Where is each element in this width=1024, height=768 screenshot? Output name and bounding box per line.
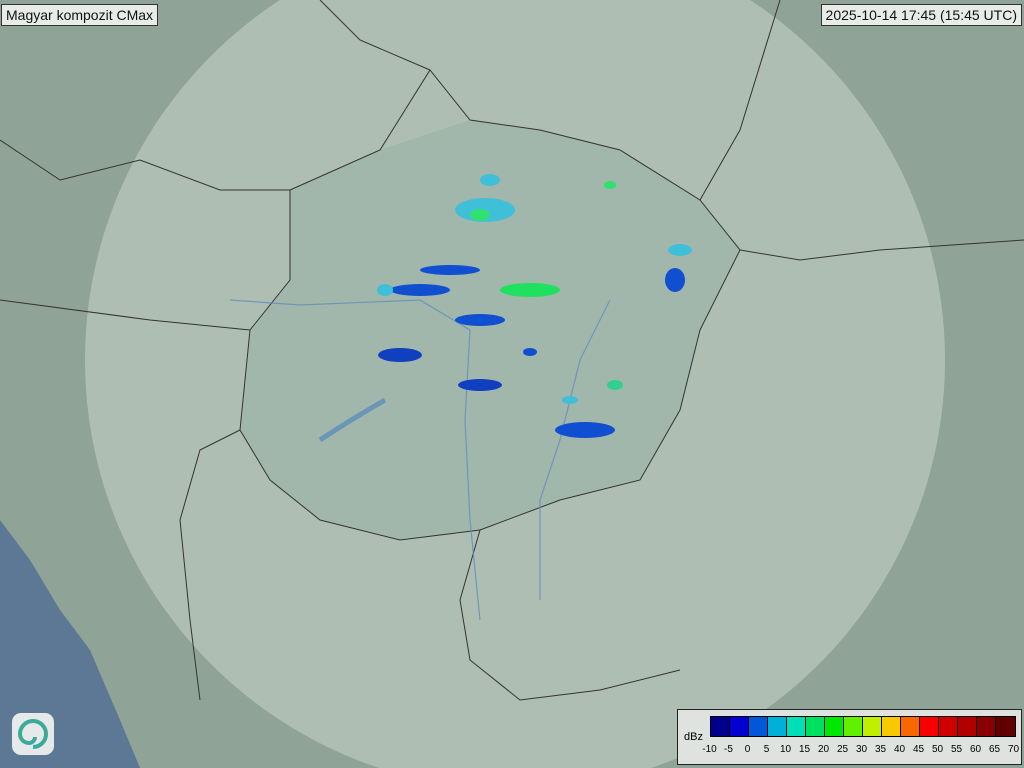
legend-swatch xyxy=(749,717,768,736)
legend-tick: 60 xyxy=(969,744,982,755)
radar-echo xyxy=(555,422,615,438)
radar-echo xyxy=(377,284,393,296)
legend-tick: 35 xyxy=(874,744,887,755)
legend-tick: 0 xyxy=(744,744,751,755)
radar-echo xyxy=(378,348,422,362)
legend-swatch xyxy=(844,717,863,736)
radar-echo xyxy=(500,283,560,297)
legend-tick: 45 xyxy=(912,744,925,755)
legend-color-bar xyxy=(710,716,1016,737)
radar-echo xyxy=(665,268,685,292)
radar-echo xyxy=(390,284,450,296)
legend-swatch xyxy=(920,717,939,736)
legend-tick: 30 xyxy=(855,744,868,755)
legend-tick: 10 xyxy=(779,744,792,755)
legend-tick: 15 xyxy=(798,744,811,755)
rivers xyxy=(229,299,611,621)
radar-echo xyxy=(480,174,500,186)
radar-echo xyxy=(458,379,502,391)
radar-echo xyxy=(562,396,578,404)
legend-tick: 50 xyxy=(931,744,944,755)
legend-swatch xyxy=(787,717,806,736)
legend-tick: -5 xyxy=(724,744,733,755)
legend-tick: 65 xyxy=(988,744,1001,755)
radar-echo xyxy=(668,244,692,256)
radar-echoes xyxy=(377,174,692,438)
legend-tick: 20 xyxy=(817,744,830,755)
legend-swatch xyxy=(768,717,787,736)
legend-tick: 55 xyxy=(950,744,963,755)
sea-adriatic xyxy=(0,520,140,768)
radar-echo xyxy=(470,209,490,221)
timestamp: 2025-10-14 17:45 (15:45 UTC) xyxy=(820,4,1022,26)
legend-swatch xyxy=(863,717,882,736)
legend-unit: dBz xyxy=(684,731,703,743)
legend-tick: 25 xyxy=(836,744,849,755)
legend-swatch xyxy=(996,717,1015,736)
map-title: Magyar kompozit CMax xyxy=(1,4,159,26)
legend-swatch xyxy=(730,717,749,736)
legend-swatch xyxy=(901,717,920,736)
legend-tick: 5 xyxy=(763,744,770,755)
radar-echo xyxy=(604,181,616,189)
legend-swatch xyxy=(806,717,825,736)
legend-swatch xyxy=(825,717,844,736)
legend-swatch xyxy=(711,717,730,736)
legend-swatch xyxy=(939,717,958,736)
legend-tick: -10 xyxy=(702,744,717,755)
legend-swatch xyxy=(958,717,977,736)
radar-echo xyxy=(523,348,537,356)
legend-swatch xyxy=(882,717,901,736)
legend-ticks: -10 -5 0 5 10 15 20 25 30 35 40 45 50 55 60 65 70 xyxy=(700,744,1023,755)
dbz-legend: dBz -10 -5 0 5 10 15 20 25 30 35 40 45 50 55 60 65 70 xyxy=(677,709,1022,765)
radar-echo xyxy=(607,380,623,390)
hungary-area xyxy=(240,120,740,540)
legend-tick: 40 xyxy=(893,744,906,755)
country-borders xyxy=(0,0,1024,701)
radar-echo xyxy=(455,314,505,326)
swirl-logo-icon xyxy=(12,713,54,755)
radar-echo xyxy=(420,265,480,275)
legend-swatch xyxy=(977,717,996,736)
legend-tick: 70 xyxy=(1007,744,1020,755)
